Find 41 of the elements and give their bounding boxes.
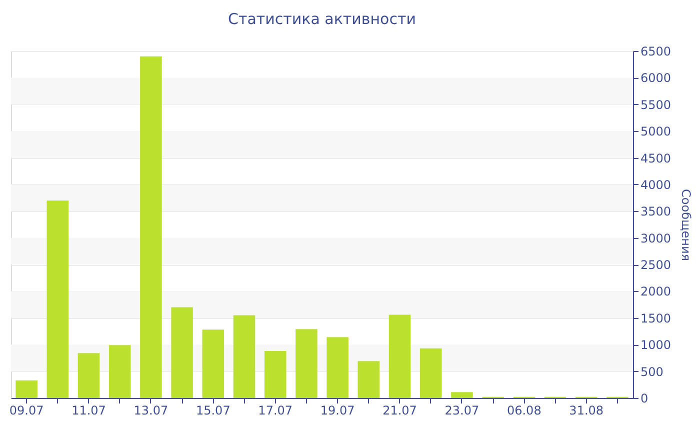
y-tick-label: 0 (640, 392, 648, 406)
x-tick-label: 13.07 (134, 404, 168, 418)
y-tick-label: 3500 (640, 204, 672, 219)
x-tick-label: 09.07 (9, 404, 44, 418)
chart-title: Статистика активности (228, 10, 416, 28)
x-tick-label: 19.07 (320, 404, 355, 418)
bar (16, 380, 38, 398)
y-axis-title: Сообщения (679, 188, 694, 262)
y-tick-label: 4500 (640, 151, 672, 166)
y-tick-label: 1500 (640, 311, 672, 326)
bar (108, 345, 131, 398)
y-tick-label: 6000 (640, 71, 672, 86)
bar (388, 314, 411, 398)
bar (202, 330, 224, 398)
y-tick-label: 2500 (640, 258, 672, 272)
x-tick-label: 31.08 (569, 404, 604, 418)
y-tick-label: 3000 (640, 231, 672, 246)
y-tick-label: 500 (640, 364, 664, 379)
x-tick-label: 23.07 (444, 404, 480, 418)
bar (78, 353, 100, 398)
y-tick-label: 5000 (640, 124, 672, 139)
y-tick-label: 1000 (640, 338, 672, 352)
bar (451, 392, 473, 398)
bar (46, 200, 69, 398)
x-tick-label: 11.07 (72, 404, 106, 418)
bar (358, 361, 380, 398)
bar (171, 307, 193, 398)
bar (420, 348, 442, 398)
bar (264, 351, 286, 398)
bar (326, 337, 348, 398)
x-tick-label: 17.07 (258, 404, 293, 418)
x-tick-label: 21.07 (382, 404, 417, 418)
y-tick-label: 6500 (640, 44, 672, 58)
y-tick-label: 5500 (640, 98, 672, 112)
x-tick-label: 06.08 (506, 404, 542, 418)
bar (296, 329, 318, 398)
y-tick-label: 2000 (640, 284, 672, 299)
x-tick-label: 15.07 (196, 404, 230, 418)
y-tick-label: 4000 (640, 178, 672, 192)
bar (233, 315, 256, 398)
bar (140, 56, 162, 398)
